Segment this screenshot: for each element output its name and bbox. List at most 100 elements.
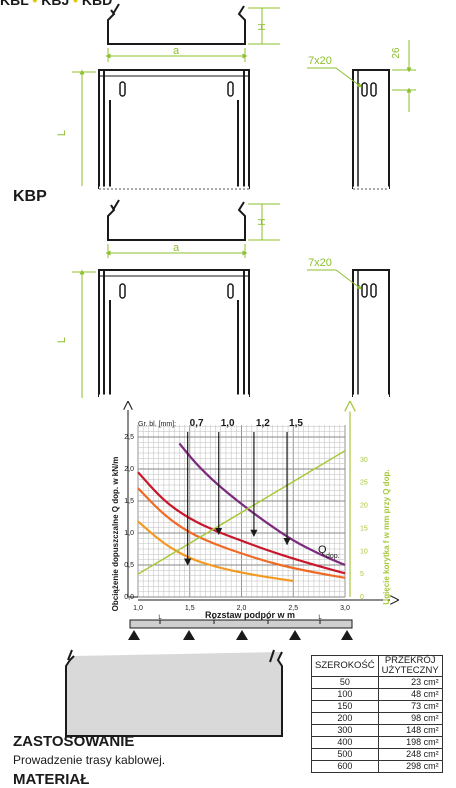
span-label: L (318, 615, 322, 621)
x-tick-label: 2,5 (288, 605, 298, 612)
width-cell: 200 (311, 712, 379, 725)
support-triangle (128, 630, 140, 640)
chart-grid (137, 425, 346, 598)
y-tick-label: 2,5 (124, 434, 134, 441)
kbl-plan-view (98, 69, 250, 190)
code-kbj: KBJ (41, 0, 70, 8)
thickness-value: 1,5 (289, 418, 303, 429)
product-codes-header: KBL • KBJ • KBD (0, 0, 112, 8)
width-cell: 600 (311, 760, 379, 773)
kbl-dim-length: L (56, 130, 68, 136)
kbp-dim-length: L (56, 337, 68, 343)
thickness-value: 1,0 (221, 418, 235, 429)
y2-tick-label: 0 (360, 594, 364, 601)
code-kbl: KBL (0, 0, 29, 8)
load-chart: 1,0 1,5 2,0 2,5 3,0 0,0 0,5 1,0 1,5 2,0 2,5 0 5 10 15 2… (111, 392, 456, 640)
kbp-height-dimension: H (248, 203, 280, 241)
kbp-title: KBP (13, 188, 47, 205)
section-cell: 298 cm² (377, 760, 443, 773)
kbp-width-dimension: a (105, 242, 248, 258)
support-triangle (236, 630, 248, 640)
table-row: 200 98 cm² (311, 712, 443, 725)
chart-axes (128, 402, 398, 600)
kbl-dim-height: H (257, 23, 268, 30)
technical-drawings: H a L 7x20 26 (56, 3, 416, 398)
code-kbd: KBD (81, 0, 113, 8)
span-label: L (266, 615, 270, 621)
x-tick-label: 1,5 (185, 605, 195, 612)
y-tick-label: 0,0 (124, 594, 134, 601)
kbp-dim-height: H (257, 218, 268, 225)
support-triangle (341, 630, 353, 640)
kbp-length-dimension: L (56, 269, 96, 398)
section-cell: 48 cm² (377, 688, 443, 701)
width-cell: 500 (311, 748, 379, 761)
thickness-value: 1,2 (256, 418, 270, 429)
chart-ticks: 1,0 1,5 2,0 2,5 3,0 0,0 0,5 1,0 1,5 2,0 2,5 0 5 10 15 2… (124, 434, 368, 612)
separator-dot: • (73, 0, 79, 8)
cross-section-table: SZEROKOŚĆ PRZEKRÓJ UŻYTECZNY 50 23 cm² 100… (311, 655, 443, 773)
x-tick-label: 1,0 (133, 605, 143, 612)
kbl-slot-offset: 26 (391, 47, 402, 59)
table-row: 300 148 cm² (311, 724, 443, 737)
span-label: L (212, 615, 216, 621)
y2-tick-label: 5 (360, 571, 364, 578)
table-row: 100 48 cm² (311, 688, 443, 701)
series-line-4 (137, 450, 346, 575)
chart-series (137, 442, 346, 583)
thickness-arrows (184, 432, 291, 566)
x-tick-label: 2,0 (237, 605, 247, 612)
kbl-height-dimension: H (248, 7, 280, 45)
thickness-label: Gr. bl. [mm]: (138, 421, 176, 428)
separator-dot: • (32, 0, 38, 8)
section-cell: 98 cm² (377, 712, 443, 725)
width-cell: 400 (311, 736, 379, 749)
application-text: Prowadzenie trasy kablowej. (13, 753, 166, 767)
y-tick-label: 0,5 (124, 562, 134, 569)
q-label: Q (318, 544, 327, 556)
y-axis-label: Obciążenie dopuszczalne Q dop. w kN/m (111, 457, 120, 612)
table-header-section: PRZEKRÓJ UŻYTECZNY (377, 655, 443, 677)
span-label: L (158, 615, 162, 621)
y-tick-label: 1,5 (124, 498, 134, 505)
y2-axis-label: Ugięcie korytka f w mm przy Q dop. (382, 469, 391, 604)
y-tick-label: 1,0 (124, 530, 134, 537)
table-row: 50 23 cm² (311, 676, 443, 689)
kbp-dim-width: a (173, 242, 180, 254)
series-line-2 (137, 471, 346, 575)
series-line-0 (137, 520, 294, 583)
width-cell: 150 (311, 700, 379, 713)
width-cell: 300 (311, 724, 379, 737)
series-line-3 (178, 442, 346, 567)
section-cell: 73 cm² (377, 700, 443, 713)
support-triangle (289, 630, 301, 640)
x-tick-label: 3,0 (340, 605, 350, 612)
cross-section-drawing (65, 649, 283, 737)
y2-tick-label: 25 (360, 480, 368, 487)
kbl-dim-width: a (173, 45, 180, 57)
series-line-1 (137, 487, 346, 579)
kbl-side-view: 7x20 26 (307, 40, 416, 190)
width-cell: 50 (311, 676, 379, 689)
y2-tick-label: 20 (360, 503, 368, 510)
y-tick-label: 2,0 (124, 466, 134, 473)
material-heading: MATERIAŁ (13, 771, 90, 788)
width-cell: 100 (311, 688, 379, 701)
kbl-profile-drawing (107, 3, 246, 45)
section-cell: 198 cm² (377, 736, 443, 749)
kbl-slot-size: 7x20 (308, 55, 332, 67)
table-row: 600 298 cm² (311, 760, 443, 773)
table-row: 400 198 cm² (311, 736, 443, 749)
kbp-profile-drawing (107, 199, 246, 241)
table-row: 150 73 cm² (311, 700, 443, 713)
support-triangle (183, 630, 195, 640)
thickness-values: 0,7 1,0 1,2 1,5 (190, 418, 304, 429)
kbp-plan-view (98, 269, 250, 398)
kbp-side-view: 7x20 (307, 257, 390, 398)
table-header-width: SZEROKOŚĆ (311, 655, 379, 677)
section-cell: 148 cm² (377, 724, 443, 737)
kbp-slot-size: 7x20 (308, 257, 332, 269)
table-row: 500 248 cm² (311, 748, 443, 761)
section-cell: 23 cm² (377, 676, 443, 689)
